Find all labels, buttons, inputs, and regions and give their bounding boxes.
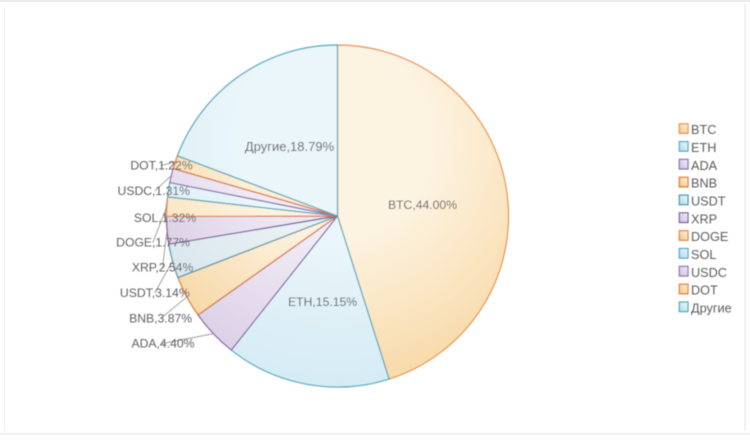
svg-text:SOL: SOL [691,248,716,262]
svg-text:ADA: ADA [691,159,718,173]
svg-text:Другие: Другие [691,301,732,315]
svg-text:DOT,1.22%: DOT,1.22% [130,159,192,173]
svg-text:USDC,1.31%: USDC,1.31% [118,184,191,198]
svg-text:BNB: BNB [691,177,717,191]
svg-text:BTC,44.00%: BTC,44.00% [388,198,457,212]
svg-text:USDT: USDT [691,195,726,209]
svg-text:DOT: DOT [691,284,718,298]
svg-text:ETH: ETH [691,141,716,155]
svg-text:BNB,3.87%: BNB,3.87% [129,311,192,325]
svg-text:USDC: USDC [691,266,727,280]
svg-text:USDT,3.14%: USDT,3.14% [120,286,190,300]
svg-text:XRP: XRP [691,212,717,226]
svg-text:SOL,1.32%: SOL,1.32% [134,211,196,225]
svg-text:DOGE: DOGE [691,230,728,244]
svg-text:DOGE,1.77%: DOGE,1.77% [116,236,190,250]
svg-text:Другие,18.79%: Другие,18.79% [245,139,335,154]
svg-text:BTC: BTC [691,123,716,137]
svg-text:ETH,15.15%: ETH,15.15% [288,295,357,309]
svg-text:ADA,4.40%: ADA,4.40% [131,337,194,351]
svg-text:XRP,2.54%: XRP,2.54% [132,261,194,275]
